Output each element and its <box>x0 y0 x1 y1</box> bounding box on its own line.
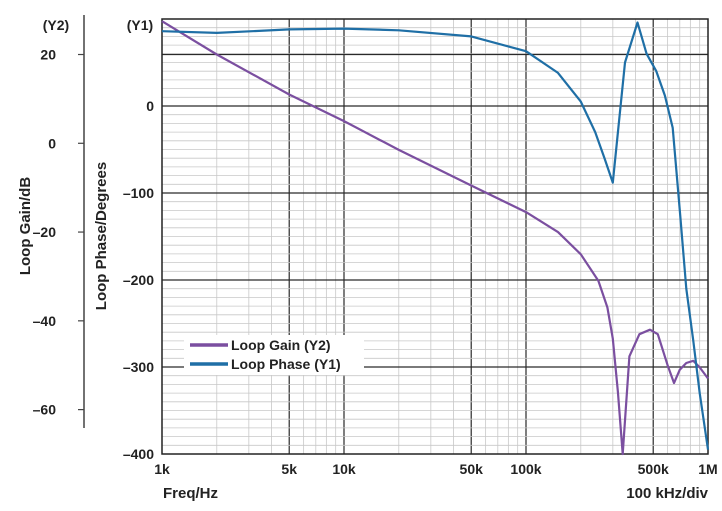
y2-axis-tag: (Y2) <box>43 17 69 33</box>
x-tick-label: 100k <box>510 461 541 477</box>
y1-axis-tag: (Y1) <box>127 17 153 33</box>
y1-axis-title: Loop Phase/Degrees <box>93 162 110 310</box>
y1-tick-label: –100 <box>123 185 154 201</box>
legend-background <box>184 335 364 375</box>
plot-frame <box>161 18 709 455</box>
series-layer <box>161 20 710 456</box>
y2-tick-label: 0 <box>48 135 56 151</box>
x-axis-note: 100 kHz/div <box>626 485 708 502</box>
x-tick-label: 1M <box>698 461 717 477</box>
x-axis-title: Freq/Hz <box>163 485 218 502</box>
series-line-loop-phase <box>161 21 710 450</box>
y1-tick-label: –400 <box>123 446 154 462</box>
legend-label-loop-gain: Loop Gain (Y2) <box>231 337 331 353</box>
x-tick-label: 5k <box>281 461 297 477</box>
x-tick-label: 10k <box>332 461 356 477</box>
y2-tick-label: –20 <box>33 224 57 240</box>
y1-tick-label: 0 <box>146 98 154 114</box>
y1-tick-label: –300 <box>123 359 154 375</box>
y2-tick-label: –60 <box>33 402 57 418</box>
y2-tick-label: 20 <box>40 47 56 63</box>
y2-axis-title: Loop Gain/dB <box>17 177 34 275</box>
x-tick-label: 50k <box>460 461 484 477</box>
grid <box>162 19 708 454</box>
y2-tick-label: –40 <box>33 313 57 329</box>
tick-labels: 1k 5k 10k 50k 100k 500k 1M 0 –100 –200 –300 –400 20 0… <box>33 47 718 477</box>
x-tick-label: 1k <box>154 461 170 477</box>
legend: Loop Gain (Y2) Loop Phase (Y1) <box>184 335 364 375</box>
series-line-loop-gain <box>161 20 709 456</box>
x-tick-label: 500k <box>638 461 669 477</box>
legend-label-loop-phase: Loop Phase (Y1) <box>231 356 341 372</box>
y1-tick-label: –200 <box>123 272 154 288</box>
